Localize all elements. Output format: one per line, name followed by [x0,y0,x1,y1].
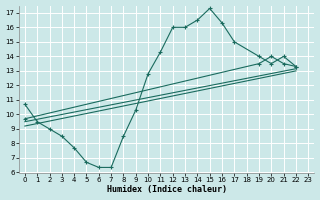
X-axis label: Humidex (Indice chaleur): Humidex (Indice chaleur) [107,185,227,194]
